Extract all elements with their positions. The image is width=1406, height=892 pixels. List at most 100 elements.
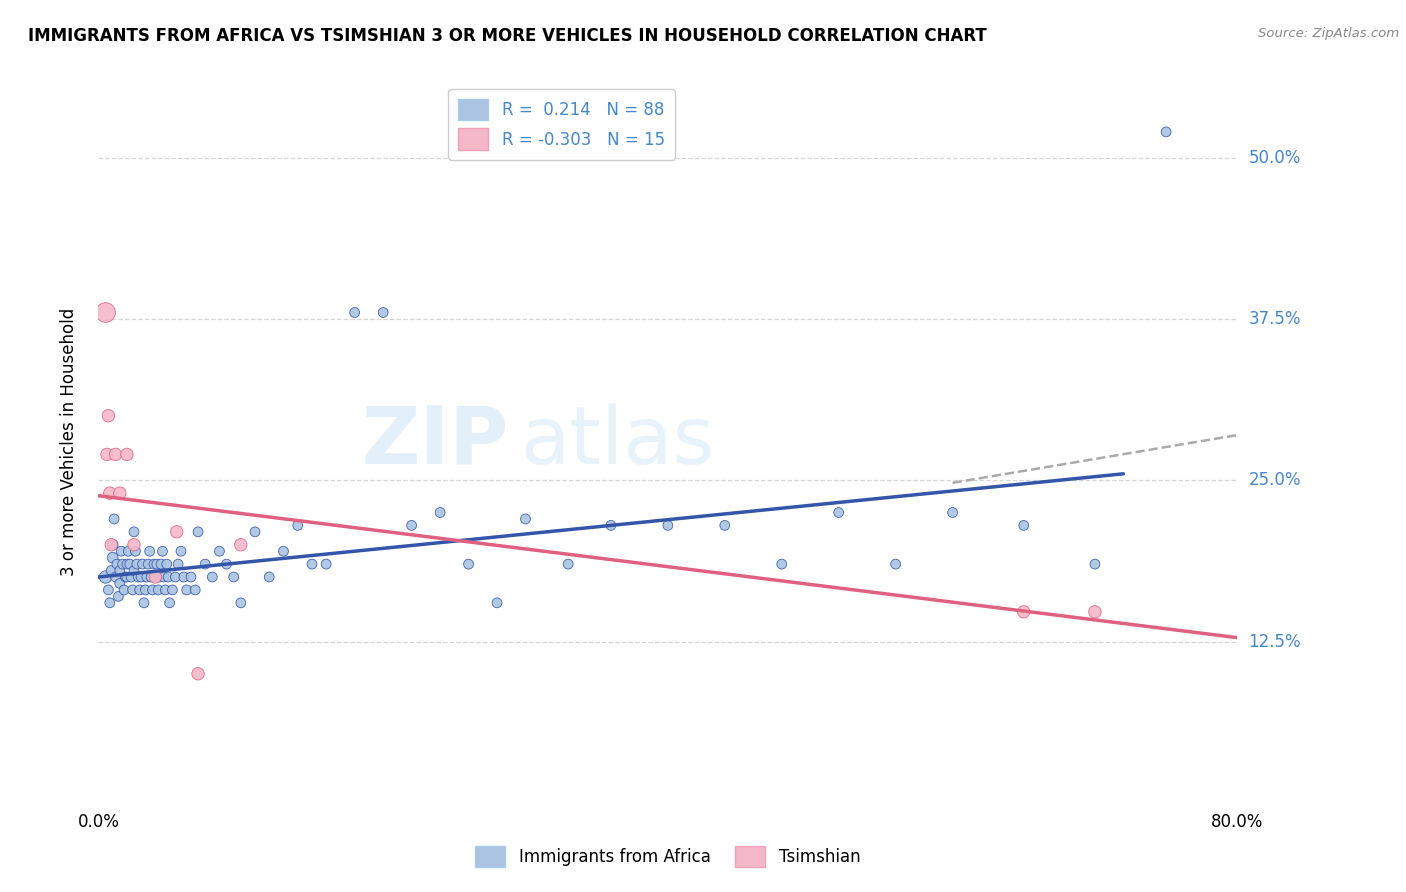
Point: [243, 524, 266, 539]
Point: [942, 506, 965, 520]
Point: [104, 570, 127, 584]
Point: [145, 570, 167, 584]
Text: ZIP: ZIP: [361, 402, 509, 481]
Point: [103, 512, 125, 526]
Point: [115, 447, 138, 461]
Point: [117, 544, 139, 558]
Point: [1084, 557, 1107, 571]
Point: [287, 518, 309, 533]
Point: [167, 557, 190, 571]
Point: [118, 557, 141, 571]
Point: [125, 557, 148, 571]
Point: [714, 518, 737, 533]
Point: [120, 570, 142, 584]
Point: [96, 447, 118, 461]
Point: [136, 557, 159, 571]
Point: [145, 570, 167, 584]
Point: [146, 557, 169, 571]
Point: [155, 582, 177, 597]
Point: [100, 538, 122, 552]
Point: [170, 544, 193, 558]
Point: [101, 550, 124, 565]
Text: 37.5%: 37.5%: [1249, 310, 1301, 328]
Point: [156, 557, 179, 571]
Point: [1154, 125, 1177, 139]
Point: [486, 596, 509, 610]
Point: [184, 582, 207, 597]
Point: [128, 582, 150, 597]
Point: [112, 582, 135, 597]
Point: [108, 576, 131, 591]
Point: [122, 564, 145, 578]
Text: 50.0%: 50.0%: [1249, 149, 1301, 167]
Point: [194, 557, 217, 571]
Point: [159, 596, 181, 610]
Point: [884, 557, 907, 571]
Text: Source: ZipAtlas.com: Source: ZipAtlas.com: [1258, 27, 1399, 40]
Point: [1012, 605, 1035, 619]
Text: 12.5%: 12.5%: [1249, 632, 1301, 650]
Point: [165, 570, 187, 584]
Point: [273, 544, 295, 558]
Point: [187, 666, 209, 681]
Point: [229, 596, 252, 610]
Point: [149, 570, 172, 584]
Point: [98, 486, 121, 500]
Point: [1084, 605, 1107, 619]
Point: [104, 447, 127, 461]
Point: [122, 524, 145, 539]
Point: [515, 512, 537, 526]
Point: [110, 544, 132, 558]
Point: [105, 557, 128, 571]
Point: [142, 557, 165, 571]
Point: [139, 570, 162, 584]
Point: [115, 557, 138, 571]
Point: [94, 305, 117, 319]
Point: [301, 557, 323, 571]
Point: [138, 544, 160, 558]
Point: [129, 570, 152, 584]
Text: IMMIGRANTS FROM AFRICA VS TSIMSHIAN 3 OR MORE VEHICLES IN HOUSEHOLD CORRELATION : IMMIGRANTS FROM AFRICA VS TSIMSHIAN 3 OR…: [28, 27, 987, 45]
Point: [108, 564, 131, 578]
Point: [401, 518, 423, 533]
Point: [373, 305, 395, 319]
Point: [132, 596, 155, 610]
Point: [557, 557, 579, 571]
Point: [111, 557, 134, 571]
Point: [770, 557, 793, 571]
Point: [101, 538, 124, 552]
Point: [1012, 518, 1035, 533]
Point: [97, 409, 120, 423]
Point: [134, 582, 156, 597]
Point: [150, 557, 173, 571]
Point: [176, 582, 198, 597]
Point: [115, 570, 138, 584]
Point: [107, 590, 129, 604]
Point: [166, 524, 188, 539]
Point: [148, 582, 170, 597]
Point: [222, 570, 245, 584]
Point: [162, 582, 184, 597]
Point: [315, 557, 337, 571]
Point: [97, 582, 120, 597]
Point: [100, 564, 122, 578]
Point: [121, 582, 143, 597]
Point: [208, 544, 231, 558]
Point: [124, 544, 146, 558]
Point: [122, 538, 145, 552]
Point: [180, 570, 202, 584]
Point: [114, 570, 136, 584]
Point: [429, 506, 451, 520]
Point: [215, 557, 238, 571]
Legend: Immigrants from Africa, Tsimshian: Immigrants from Africa, Tsimshian: [468, 839, 868, 874]
Point: [135, 570, 157, 584]
Point: [141, 582, 163, 597]
Point: [94, 570, 117, 584]
Point: [153, 570, 176, 584]
Text: 25.0%: 25.0%: [1249, 471, 1301, 489]
Point: [108, 486, 131, 500]
Point: [187, 524, 209, 539]
Point: [457, 557, 479, 571]
Point: [131, 557, 153, 571]
Point: [600, 518, 623, 533]
